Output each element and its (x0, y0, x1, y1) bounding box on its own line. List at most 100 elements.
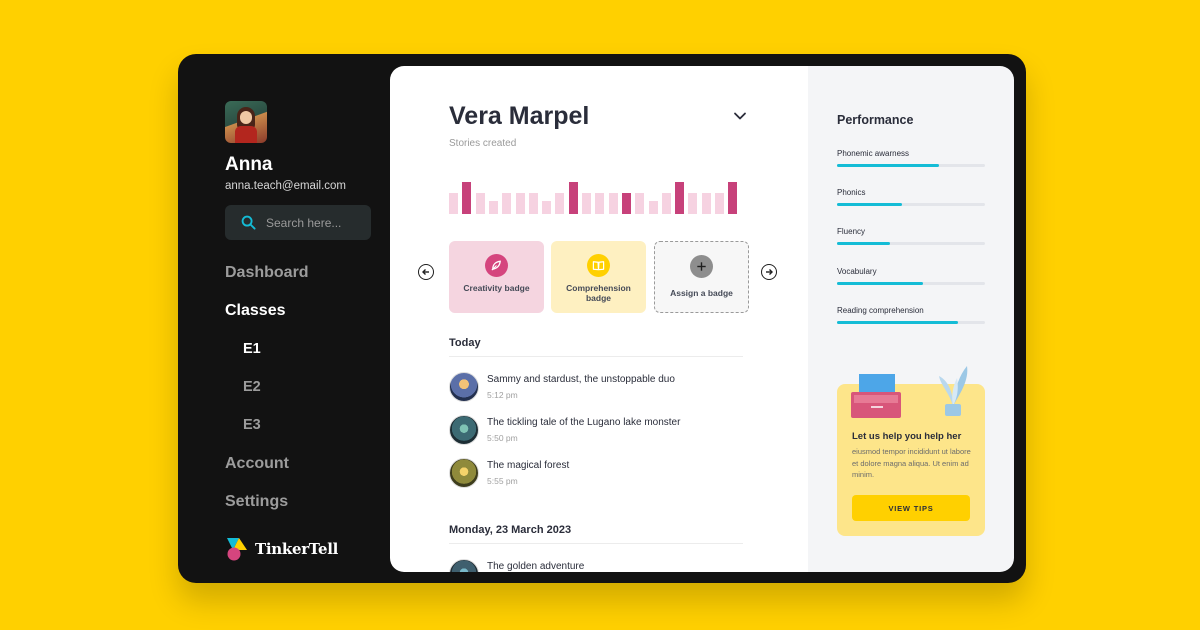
user-email: anna.teach@email.com (225, 180, 346, 192)
logo-icon (227, 538, 247, 561)
stories-bar (715, 193, 724, 214)
sidebar: Anna anna.teach@email.com Dashboard Clas… (178, 54, 390, 583)
story-item[interactable]: The tickling tale of the Lugano lake mon… (449, 415, 749, 445)
stories-bar (568, 182, 578, 214)
plus-icon (690, 255, 713, 278)
search-icon (241, 215, 257, 231)
creativity-badge[interactable]: Creativity badge (449, 241, 544, 313)
stories-bar (542, 201, 552, 214)
story-title: The tickling tale of the Lugano lake mon… (487, 417, 681, 428)
stories-bar (701, 193, 711, 214)
stories-bar (528, 193, 538, 214)
stories-bar (635, 193, 645, 214)
story-thumbnail (449, 458, 479, 488)
badge-label: Comprehension badge (566, 283, 631, 303)
tips-text: eiusmod tempor incididunt ut labore et d… (852, 447, 971, 479)
story-item[interactable]: Sammy and stardust, the unstoppable duo … (449, 372, 749, 402)
metric-phonics: Phonics (837, 188, 985, 206)
feather-icon (485, 254, 508, 277)
stories-bar (488, 201, 498, 214)
assign-badge-button[interactable]: Assign a badge (654, 241, 749, 313)
stories-bar (515, 193, 525, 214)
nav-dashboard[interactable]: Dashboard (225, 264, 309, 281)
progress-fill (837, 242, 891, 245)
story-time: 5:55 pm (487, 476, 518, 486)
story-item[interactable]: The golden adventure (449, 559, 749, 572)
story-thumbnail (449, 559, 479, 572)
tips-title: Let us help you help her (852, 431, 962, 442)
stories-bar (608, 193, 618, 214)
arrow-right-icon (766, 269, 773, 275)
metric-vocabulary: Vocabulary (837, 267, 985, 285)
view-tips-button[interactable]: VIEW TIPS (852, 495, 970, 521)
stories-bar (555, 193, 565, 214)
story-thumbnail (449, 372, 479, 402)
user-name: Anna (225, 154, 273, 175)
progress-track (837, 242, 985, 245)
carousel-prev-button[interactable] (418, 264, 434, 280)
nav-class-e3[interactable]: E3 (243, 417, 261, 433)
metric-label: Phonemic awarness (837, 149, 910, 158)
books-illustration (851, 374, 901, 418)
stories-bar (648, 201, 658, 214)
chevron-down-icon[interactable] (732, 108, 748, 124)
stories-bar (502, 193, 512, 214)
brand-logo[interactable]: TinkerTell (225, 536, 338, 562)
stories-bar (688, 193, 698, 214)
student-name: Vera Marpel (449, 102, 590, 130)
app-window: Anna anna.teach@email.com Dashboard Clas… (178, 54, 1026, 583)
story-title: Sammy and stardust, the unstoppable duo (487, 374, 675, 385)
progress-fill (837, 203, 903, 206)
story-time: 5:12 pm (487, 390, 518, 400)
plant-illustration (939, 366, 968, 416)
badge-label: Creativity badge (463, 283, 530, 293)
carousel-next-button[interactable] (761, 264, 777, 280)
nav-classes[interactable]: Classes (225, 302, 286, 319)
nav-class-e1[interactable]: E1 (243, 341, 261, 357)
logo-text: TinkerTell (255, 540, 338, 558)
progress-track (837, 321, 985, 324)
stories-bar (462, 182, 472, 214)
section-title-today: Today (449, 337, 481, 349)
search-box[interactable] (225, 205, 371, 240)
nav-account[interactable]: Account (225, 455, 289, 472)
stories-bar (475, 193, 485, 214)
story-title: The magical forest (487, 460, 570, 471)
student-panel: Vera Marpel Stories created Creativity b… (390, 66, 808, 572)
book-icon (587, 254, 610, 277)
story-time: 5:50 pm (487, 433, 518, 443)
divider (449, 356, 743, 357)
stories-bar (449, 193, 458, 214)
progress-track (837, 282, 985, 285)
stories-bar (582, 193, 591, 214)
performance-title: Performance (837, 113, 914, 127)
section-title-date: Monday, 23 March 2023 (449, 524, 572, 536)
badge-label: Assign a badge (670, 288, 733, 298)
metric-label: Phonics (837, 188, 866, 197)
story-title: The golden adventure (487, 561, 585, 572)
nav-settings[interactable]: Settings (225, 493, 289, 510)
metric-label: Vocabulary (837, 267, 877, 276)
avatar[interactable] (225, 101, 267, 143)
stories-bar (675, 182, 685, 214)
stories-bar (661, 193, 671, 214)
progress-track (837, 164, 985, 167)
arrow-left-icon (422, 269, 429, 275)
progress-fill (837, 282, 923, 285)
divider (449, 543, 743, 544)
story-thumbnail (449, 415, 479, 445)
metric-fluency: Fluency (837, 227, 985, 245)
stories-label: Stories created (449, 138, 517, 149)
metric-label: Fluency (837, 227, 866, 236)
nav-class-e2[interactable]: E2 (243, 379, 261, 395)
progress-fill (837, 164, 940, 167)
comprehension-badge[interactable]: Comprehension badge (551, 241, 646, 313)
stories-bar (728, 182, 738, 214)
progress-track (837, 203, 985, 206)
metric-reading-comprehension: Reading comprehension (837, 306, 985, 324)
search-input[interactable] (264, 214, 368, 231)
progress-fill (837, 321, 959, 324)
tips-card: Let us help you help her eiusmod tempor … (837, 366, 985, 536)
story-item[interactable]: The magical forest 5:55 pm (449, 458, 749, 488)
metric-label: Reading comprehension (837, 306, 924, 315)
